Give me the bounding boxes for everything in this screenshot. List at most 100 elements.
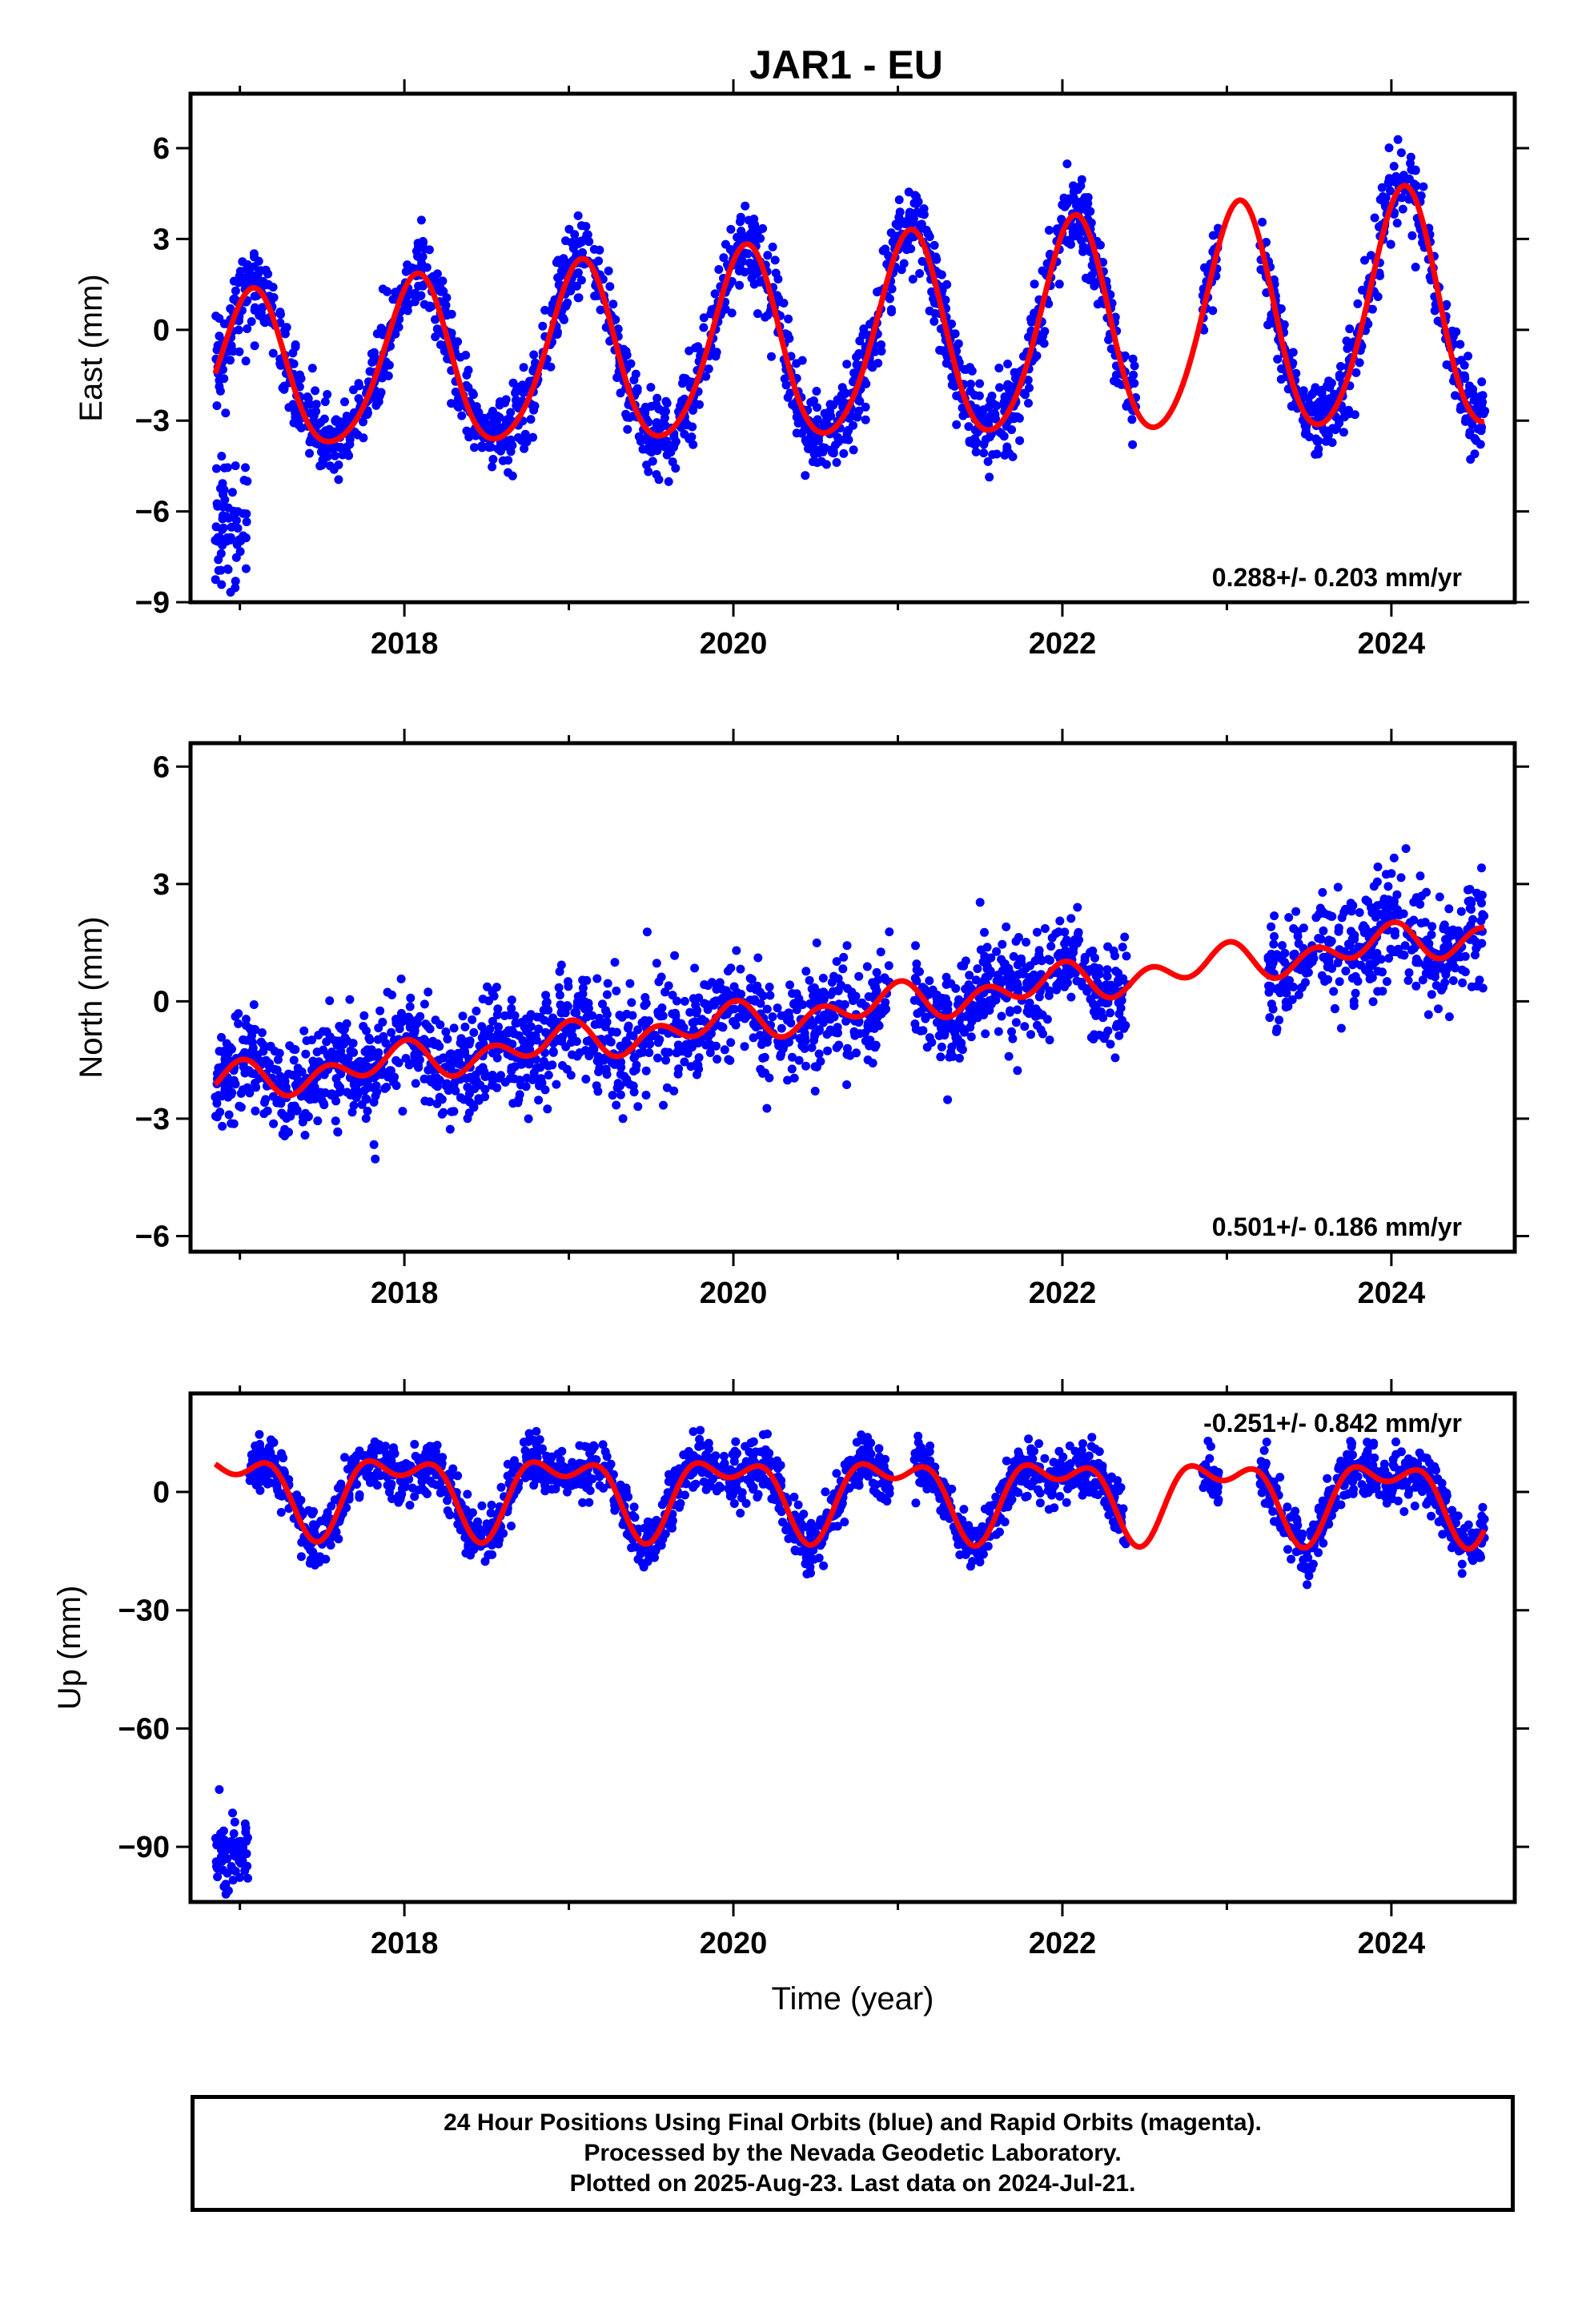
- data-point: [707, 978, 717, 987]
- data-point: [568, 1031, 577, 1041]
- data-point: [1006, 1007, 1014, 1017]
- data-point: [243, 476, 252, 486]
- data-point: [1349, 1001, 1359, 1011]
- x-tick-label: 2022: [1029, 1277, 1097, 1310]
- data-point: [1281, 1003, 1291, 1012]
- data-point: [325, 1032, 335, 1042]
- data-point: [655, 1035, 665, 1044]
- data-point: [905, 219, 913, 228]
- data-point: [688, 1018, 697, 1027]
- data-point: [396, 1008, 406, 1018]
- data-point: [218, 1121, 227, 1131]
- data-point: [561, 1042, 571, 1051]
- data-point: [992, 401, 1002, 411]
- data-point: [276, 1508, 286, 1517]
- data-point: [829, 971, 838, 981]
- data-point: [592, 1056, 602, 1066]
- data-point: [987, 392, 997, 400]
- data-point: [1288, 358, 1298, 368]
- data-point: [750, 996, 760, 1006]
- data-point: [703, 1005, 713, 1015]
- y-axis-title: East (mm): [74, 274, 109, 421]
- data-point: [363, 408, 372, 418]
- data-point: [1314, 436, 1323, 446]
- data-point: [813, 403, 821, 412]
- data-point: [377, 373, 387, 383]
- data-point: [555, 967, 564, 976]
- data-point: [1472, 941, 1482, 951]
- data-point: [464, 383, 473, 392]
- data-point: [704, 364, 713, 374]
- data-point: [259, 1047, 268, 1056]
- data-point: [977, 1005, 986, 1015]
- data-point: [861, 415, 870, 424]
- data-point: [240, 1068, 250, 1078]
- data-point: [317, 460, 327, 470]
- data-point: [1330, 1004, 1339, 1014]
- data-point: [880, 973, 889, 983]
- data-point: [1351, 368, 1361, 377]
- data-point: [307, 1510, 317, 1519]
- data-point: [1032, 351, 1042, 360]
- data-point: [1010, 368, 1019, 377]
- data-point: [1114, 1009, 1124, 1019]
- data-point: [331, 416, 341, 425]
- data-point: [915, 269, 925, 278]
- data-point: [1329, 987, 1339, 996]
- data-point: [387, 1027, 396, 1037]
- data-point: [532, 1012, 542, 1022]
- data-point: [251, 303, 259, 312]
- data-point: [231, 553, 241, 562]
- data-point: [558, 1061, 567, 1070]
- data-point: [289, 359, 299, 368]
- data-point: [1066, 992, 1076, 1002]
- data-point: [1282, 984, 1291, 993]
- data-point: [227, 1044, 236, 1054]
- data-point: [742, 232, 752, 242]
- data-point: [761, 312, 770, 322]
- data-point: [884, 961, 893, 971]
- data-point: [966, 380, 975, 389]
- data-point: [511, 388, 520, 398]
- data-point: [701, 372, 711, 381]
- data-point: [599, 1055, 608, 1065]
- data-point: [1319, 926, 1328, 935]
- data-point: [415, 292, 424, 301]
- data-point: [432, 1073, 441, 1083]
- data-point: [512, 396, 521, 405]
- data-point: [517, 436, 527, 445]
- data-point: [973, 964, 982, 974]
- data-point: [255, 311, 264, 320]
- y-tick-label: −9: [135, 586, 170, 620]
- data-point: [298, 1117, 307, 1127]
- data-point: [725, 1055, 735, 1065]
- data-point: [1110, 951, 1119, 961]
- data-point: [956, 1043, 966, 1053]
- data-point: [543, 1104, 552, 1114]
- data-point: [1002, 421, 1011, 431]
- data-point: [815, 988, 825, 998]
- data-point: [1111, 1022, 1121, 1031]
- y-tick-label: 3: [153, 223, 170, 256]
- data-point: [821, 1487, 830, 1497]
- data-point: [396, 974, 406, 983]
- data-point: [303, 392, 312, 401]
- data-point: [460, 1047, 469, 1056]
- data-point: [576, 221, 586, 231]
- data-point: [463, 1114, 472, 1124]
- data-point: [468, 390, 478, 400]
- data-point: [735, 217, 745, 227]
- data-point: [921, 1014, 930, 1023]
- data-point: [801, 967, 811, 976]
- data-point: [567, 238, 576, 247]
- data-point: [438, 1053, 448, 1063]
- data-point: [584, 999, 593, 1008]
- data-point: [1023, 376, 1033, 385]
- y-axis-title: North (mm): [74, 916, 109, 1078]
- data-point: [629, 1067, 638, 1076]
- data-point: [610, 958, 620, 967]
- data-point: [829, 1012, 839, 1022]
- data-point: [211, 1092, 220, 1102]
- plot-frame: [188, 91, 1517, 605]
